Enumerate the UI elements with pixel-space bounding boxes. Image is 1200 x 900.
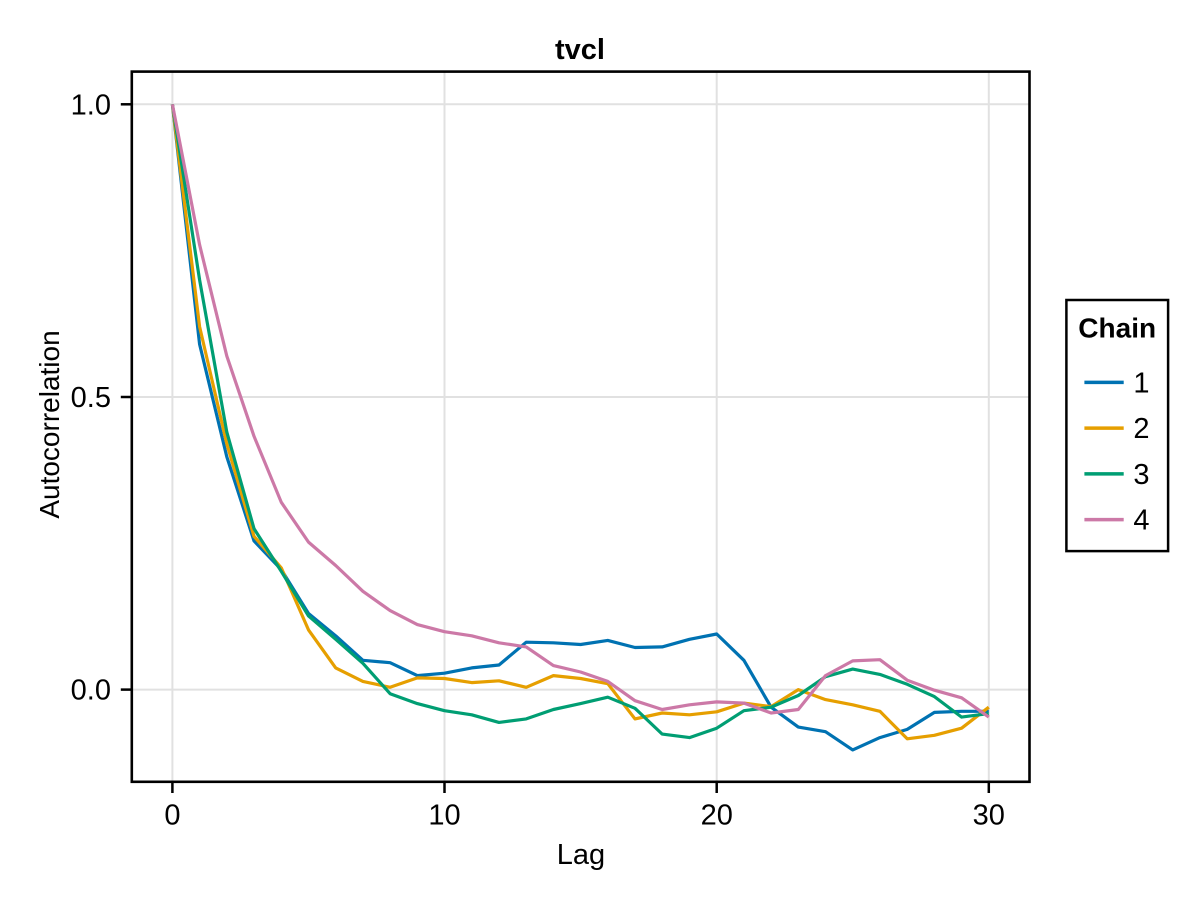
svg-text:Autocorrelation: Autocorrelation — [34, 330, 65, 518]
svg-text:1.0: 1.0 — [71, 89, 111, 121]
svg-text:2: 2 — [1133, 413, 1149, 445]
svg-text:30: 30 — [973, 800, 1005, 832]
svg-text:0.0: 0.0 — [71, 675, 111, 707]
svg-text:Chain: Chain — [1078, 313, 1156, 344]
svg-text:10: 10 — [428, 800, 460, 832]
svg-text:0: 0 — [164, 800, 180, 832]
svg-text:0.5: 0.5 — [71, 382, 111, 414]
svg-text:Lag: Lag — [557, 839, 605, 871]
svg-text:3: 3 — [1133, 459, 1149, 491]
svg-text:20: 20 — [701, 800, 733, 832]
svg-text:4: 4 — [1133, 505, 1149, 537]
svg-text:1: 1 — [1133, 367, 1149, 399]
svg-text:tvcl: tvcl — [555, 34, 605, 66]
